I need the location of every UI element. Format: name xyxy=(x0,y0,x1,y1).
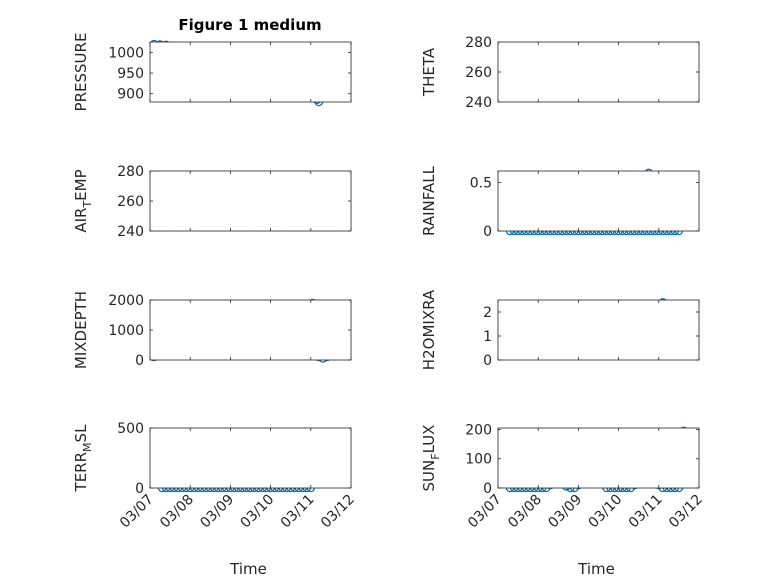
y-tick-label: 280 xyxy=(117,164,144,180)
y-axis-label: THETA xyxy=(420,47,438,97)
x-tick-label: 03/11 xyxy=(626,492,666,532)
subplot-rainfall: 0 0.5 RAINFALL xyxy=(420,165,700,240)
x-tick-label: 03/11 xyxy=(278,492,318,532)
x-tick-label: 03/07 xyxy=(465,492,505,532)
y-tick-label: 500 xyxy=(117,421,144,437)
y-axis-label: SUNFLUX xyxy=(420,425,442,492)
subplot-sun-flux: 0 100 200 03/07 03/08 03/09 03/10 03/11 03/12 SUN… xyxy=(420,422,706,578)
x-tick-label: 03/07 xyxy=(117,492,157,532)
y-tick-label: 900 xyxy=(117,87,144,103)
y-axis-label: RAINFALL xyxy=(420,165,438,236)
axes-box xyxy=(497,299,700,361)
x-tick-label: 03/12 xyxy=(666,492,706,532)
y-tick-label: 280 xyxy=(465,35,492,51)
y-axis-label: MIXDEPTH xyxy=(72,291,90,369)
y-axis-label: H2OMIXRA xyxy=(420,289,438,370)
y-tick-label: 240 xyxy=(465,95,492,111)
y-tick-label: 0.5 xyxy=(470,176,492,192)
subplot-theta: 240 260 280 THETA xyxy=(420,35,700,111)
y-axis-label: TERRMSL xyxy=(72,424,94,493)
y-tick-label: 260 xyxy=(117,194,144,210)
y-tick-label: 1000 xyxy=(108,45,144,61)
subplot-mixdepth: 0 1000 2000 MIXDEPTH xyxy=(72,291,352,369)
y-tick-label: 2 xyxy=(483,305,492,321)
y-tick-label: 2000 xyxy=(108,293,144,309)
x-tick-label: 03/09 xyxy=(545,492,585,532)
axes-box xyxy=(149,299,352,361)
x-tick-label: 03/10 xyxy=(586,492,626,532)
x-tick-label: 03/08 xyxy=(505,492,545,532)
axes-box xyxy=(149,41,352,103)
subplot-h2omixra: 0 1 2 H2OMIXRA xyxy=(420,289,700,370)
x-tick-label: 03/10 xyxy=(238,492,278,532)
x-tick-label: 03/12 xyxy=(318,492,358,532)
y-tick-label: 0 xyxy=(135,481,144,497)
figure-title: Figure 1 medium xyxy=(178,16,321,34)
y-tick-label: 0 xyxy=(483,353,492,369)
y-tick-label: 260 xyxy=(465,65,492,81)
x-tick-label: 03/08 xyxy=(157,492,197,532)
axes-box xyxy=(497,427,700,489)
y-tick-label: 0 xyxy=(135,353,144,369)
y-tick-label: 200 xyxy=(465,422,492,438)
y-axis-label: PRESSURE xyxy=(72,33,90,112)
x-tick-label: 03/09 xyxy=(197,492,237,532)
y-tick-label: 0 xyxy=(483,224,492,240)
y-tick-label: 950 xyxy=(117,66,144,82)
axes-box xyxy=(497,170,700,232)
y-tick-label: 1 xyxy=(483,329,492,345)
y-tick-label: 100 xyxy=(465,452,492,468)
subplot-terr-msl: 0 500 03/07 03/08 03/09 03/10 03/11 03/12 TERRMS… xyxy=(72,421,358,578)
subplot-air-temp: 240 260 280 AIRTEMP xyxy=(72,164,352,240)
y-tick-label: 1000 xyxy=(108,323,144,339)
y-tick-label: 240 xyxy=(117,224,144,240)
x-axis-label: Time xyxy=(577,560,615,578)
subplot-pressure: 900 950 1000 PRESSURE xyxy=(72,33,352,112)
axes-box xyxy=(149,427,352,489)
axes-box xyxy=(149,170,352,232)
y-axis-label: AIRTEMP xyxy=(72,169,94,232)
y-tick-label: 0 xyxy=(483,481,492,497)
axes-box xyxy=(497,41,700,103)
x-axis-label: Time xyxy=(229,560,267,578)
